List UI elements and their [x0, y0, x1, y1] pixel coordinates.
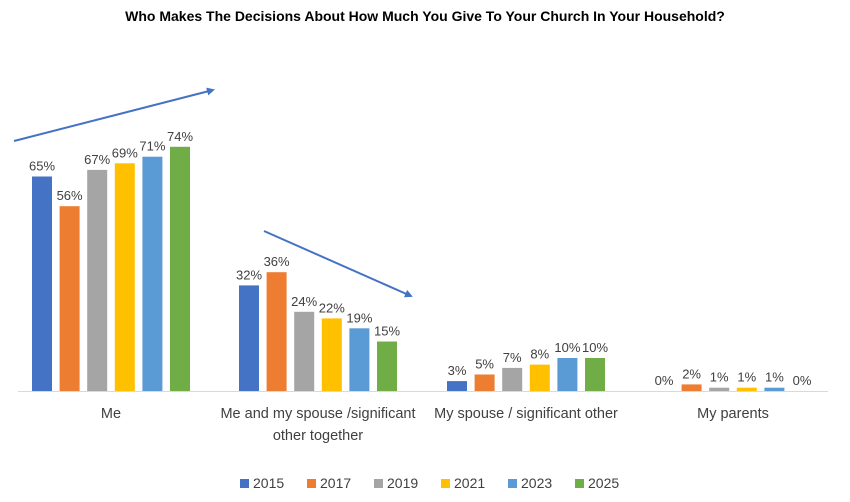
bar-my-spouse-significant-other-2015: [447, 381, 467, 391]
bar-me-2019: [87, 169, 108, 391]
bar-me-2015: [32, 176, 52, 391]
data-label-my-parents-2015: 0%: [655, 373, 674, 388]
data-label-me-and-my-spouse-significant-other-together-2025: 15%: [374, 324, 400, 339]
bar-my-spouse-significant-other-2025: [585, 358, 605, 391]
legend-label-2025: 2025: [588, 475, 619, 491]
data-label-my-spouse-significant-other-2017: 5%: [475, 357, 494, 372]
bar-my-spouse-significant-other-2021: [529, 364, 550, 391]
category-label-me: Me: [101, 406, 121, 422]
legend-swatch-2025: [575, 479, 584, 488]
bar-me-2025: [170, 146, 190, 391]
legend-label-2021: 2021: [454, 475, 485, 491]
data-label-my-spouse-significant-other-2023: 10%: [554, 340, 580, 355]
data-label-my-parents-2023: 1%: [765, 370, 784, 385]
legend-label-2023: 2023: [521, 475, 552, 491]
data-label-my-spouse-significant-other-2025: 10%: [582, 340, 608, 355]
data-label-me-2017: 56%: [57, 188, 83, 203]
category-label-me-and-my-spouse-significant-other-together-line-1: Me and my spouse /significant: [220, 406, 415, 422]
data-label-my-parents-2021: 1%: [737, 370, 756, 385]
legend-label-2017: 2017: [320, 475, 351, 491]
bar-my-spouse-significant-other-2017: [474, 374, 495, 391]
bar-me-2021: [114, 163, 135, 391]
legend-swatch-2019: [374, 479, 383, 488]
legend-swatch-2015: [240, 479, 249, 488]
data-label-my-spouse-significant-other-2015: 3%: [448, 363, 467, 378]
category-label-me-and-my-spouse-significant-other-together-line-2: other together: [273, 428, 363, 444]
bar-me-and-my-spouse-significant-other-together-2021: [321, 318, 342, 391]
data-label-me-and-my-spouse-significant-other-together-2021: 22%: [319, 300, 345, 315]
data-label-my-parents-2017: 2%: [682, 366, 701, 381]
bar-my-parents-2017: [681, 384, 702, 391]
legend-swatch-2021: [441, 479, 450, 488]
data-label-me-and-my-spouse-significant-other-together-2017: 36%: [264, 254, 290, 269]
data-label-my-parents-2025: 0%: [793, 373, 812, 388]
data-label-me-and-my-spouse-significant-other-together-2019: 24%: [291, 294, 317, 309]
bar-my-spouse-significant-other-2019: [502, 367, 523, 391]
category-label-my-spouse-significant-other: My spouse / significant other: [434, 406, 618, 422]
legend-swatch-2023: [508, 479, 517, 488]
data-label-me-2025: 74%: [167, 129, 193, 144]
legend-label-2015: 2015: [253, 475, 284, 491]
bar-me-and-my-spouse-significant-other-together-2015: [239, 285, 259, 391]
bar-my-parents-2019: [709, 387, 730, 391]
data-label-my-parents-2019: 1%: [710, 370, 729, 385]
data-label-my-spouse-significant-other-2021: 8%: [530, 347, 549, 362]
data-label-me-2021: 69%: [112, 145, 138, 160]
bar-my-spouse-significant-other-2023: [557, 358, 578, 391]
bar-me-2017: [59, 206, 80, 391]
trend-arrow-down: [263, 230, 413, 298]
data-label-me-and-my-spouse-significant-other-together-2015: 32%: [236, 267, 262, 282]
bar-me-and-my-spouse-significant-other-together-2025: [377, 341, 397, 391]
data-label-my-spouse-significant-other-2019: 7%: [503, 350, 522, 365]
data-label-me-2019: 67%: [84, 152, 110, 167]
bar-me-and-my-spouse-significant-other-together-2017: [266, 272, 287, 391]
bar-my-parents-2023: [764, 387, 785, 391]
bar-my-parents-2021: [736, 387, 757, 391]
bar-me-and-my-spouse-significant-other-together-2019: [294, 311, 315, 391]
data-label-me-2015: 65%: [29, 159, 55, 174]
bar-me-2023: [142, 156, 163, 391]
chart-title: Who Makes The Decisions About How Much Y…: [125, 8, 725, 24]
legend-label-2019: 2019: [387, 475, 418, 491]
legend-swatch-2017: [307, 479, 316, 488]
category-label-my-parents: My parents: [697, 406, 769, 422]
plot-area: 65%56% 67% 69% 71%74% 32%36% 24% 22%19%15% 3% 5%…: [13, 87, 828, 491]
data-label-me-and-my-spouse-significant-other-together-2023: 19%: [346, 310, 372, 325]
trend-arrow-up: [13, 87, 215, 142]
bar-me-and-my-spouse-significant-other-together-2023: [349, 328, 370, 391]
data-label-me-2023: 71%: [139, 139, 165, 154]
